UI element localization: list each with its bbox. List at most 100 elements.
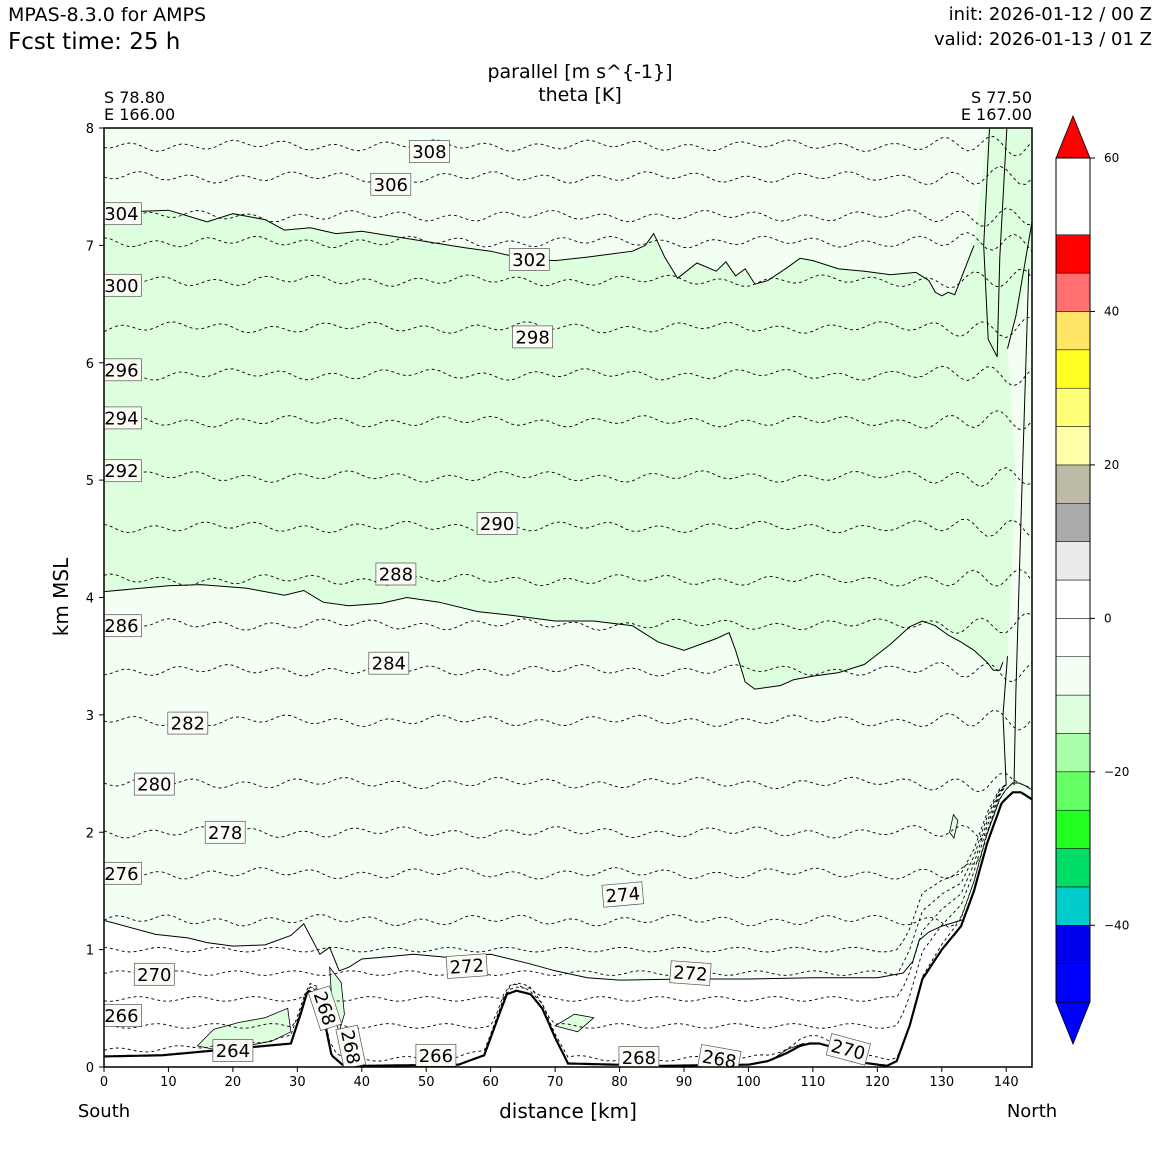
colorbar-band-10 xyxy=(1055,579,1091,619)
colorbar-band-1 xyxy=(1055,925,1091,964)
theta-label-268-26: 268 xyxy=(618,1046,660,1069)
theta-label-300-4: 300 xyxy=(104,273,142,297)
right-point-lon: E 167.00 xyxy=(961,105,1032,124)
south-label: South xyxy=(78,1101,130,1122)
y-tick-label: 1 xyxy=(86,944,94,959)
theta-label-text: 280 xyxy=(137,775,171,796)
theta-label-268-27: 268 xyxy=(697,1044,742,1073)
theta-label-272-18: 272 xyxy=(445,953,488,979)
theta-label-270-20: 270 xyxy=(133,962,175,986)
theta-label-text: 304 xyxy=(104,204,138,225)
theta-contour-268 xyxy=(104,784,1007,1002)
theta-label-284-12: 284 xyxy=(368,651,410,675)
theta-label-280-14: 280 xyxy=(133,772,175,796)
theta-label-272-19: 272 xyxy=(669,960,712,986)
parallel-contour-north-3 xyxy=(1007,221,1032,349)
theta-label-276-16: 276 xyxy=(104,861,142,885)
x-axis-ticks: 0 10 20 30 40 50 60 70 80 90 100 110 120 130 140 xyxy=(100,1067,1019,1090)
x-tick-label: 10 xyxy=(160,1075,177,1090)
x-tick-label: 140 xyxy=(994,1075,1019,1090)
parallel-contour-upper-boundary xyxy=(104,209,975,297)
x-tick-label: 20 xyxy=(225,1075,242,1090)
colorbar-band-14 xyxy=(1055,426,1091,466)
theta-label-292-8: 292 xyxy=(104,459,142,482)
x-tick-label: 70 xyxy=(547,1075,564,1090)
colorbar-band-16 xyxy=(1055,349,1091,389)
theta-label-text: 268 xyxy=(622,1048,656,1069)
colorbar-frame xyxy=(1055,157,1091,1003)
colorbar-band-8 xyxy=(1055,656,1091,696)
y-tick-label: 4 xyxy=(86,592,94,607)
theta-label-text: 302 xyxy=(512,250,546,271)
model-title: MPAS-8.3.0 for AMPS xyxy=(8,4,207,26)
theta-label-290-9: 290 xyxy=(476,512,518,535)
y-axis-label: km MSL xyxy=(49,557,73,636)
y-tick-label: 5 xyxy=(86,474,94,489)
theta-label-274-17: 274 xyxy=(601,881,645,908)
wind-patch-3 xyxy=(554,1013,595,1033)
theta-label-text: 264 xyxy=(216,1041,250,1062)
theta-label-text: 274 xyxy=(605,884,641,908)
x-tick-label: 40 xyxy=(354,1075,371,1090)
theta-label-text: 308 xyxy=(412,142,446,163)
theta-label-text: 300 xyxy=(104,276,138,297)
theta-label-286-11: 286 xyxy=(104,614,142,637)
colorbar-band-15 xyxy=(1055,387,1091,427)
theta-label-text: 294 xyxy=(104,408,138,429)
theta-label-text: 306 xyxy=(374,175,408,196)
y-tick-label: 7 xyxy=(86,239,94,254)
theta-label-296-6: 296 xyxy=(104,358,142,381)
colorbar-band-5 xyxy=(1055,771,1091,811)
colorbar-band-3 xyxy=(1055,848,1091,888)
parallel-contour-north-1 xyxy=(983,128,998,358)
colorbar-band-12 xyxy=(1055,503,1091,542)
theta-label-text: 266 xyxy=(104,1006,138,1027)
theta-label-text: 292 xyxy=(104,461,138,482)
x-axis-label: distance [km] xyxy=(499,1099,637,1123)
theta-label-text: 296 xyxy=(104,360,138,381)
colorbar-band-2 xyxy=(1055,886,1091,926)
terrain-outline xyxy=(104,791,1032,1067)
y-tick-label: 6 xyxy=(86,357,94,372)
init-time: init: 2026-01-12 / 00 Z xyxy=(948,4,1152,25)
x-tick-label: 0 xyxy=(100,1075,108,1090)
colorbar-band-0 xyxy=(1055,963,1091,1003)
x-tick-label: 30 xyxy=(289,1075,306,1090)
north-label: North xyxy=(1007,1101,1057,1122)
theta-label-text: 276 xyxy=(104,864,138,885)
theta-contour-272 xyxy=(104,784,1007,953)
theta-label-text: 268 xyxy=(700,1046,737,1073)
theta-label-298-5: 298 xyxy=(512,325,553,348)
y-tick-label: 8 xyxy=(86,122,94,137)
theta-contours xyxy=(104,135,1032,1062)
colorbar-band-6 xyxy=(1055,733,1091,773)
wind-band-fill xyxy=(104,128,1032,690)
theta-label-268-23: 268 xyxy=(335,1024,367,1067)
x-tick-label: 100 xyxy=(736,1075,761,1090)
colorbar-tick-label: 60 xyxy=(1104,151,1119,165)
colorbar-band-7 xyxy=(1055,694,1091,734)
right-point-lat: S 77.50 xyxy=(971,88,1032,107)
colorbar-band-13 xyxy=(1055,464,1091,504)
terrain-fill xyxy=(104,792,1032,1067)
theta-label-306-1: 306 xyxy=(370,172,412,196)
theta-label-text: 278 xyxy=(208,823,242,844)
theta-label-294-7: 294 xyxy=(104,406,142,429)
theta-label-text: 282 xyxy=(171,714,205,735)
x-tick-label: 50 xyxy=(418,1075,435,1090)
theta-label-264-24: 264 xyxy=(212,1039,254,1062)
colorbar-band-18 xyxy=(1055,272,1091,312)
theta-label-266-25: 266 xyxy=(415,1043,457,1067)
parallel-contour-north-2 xyxy=(996,128,1008,357)
theta-label-text: 266 xyxy=(419,1046,453,1067)
x-tick-label: 60 xyxy=(482,1075,499,1090)
theta-label-text: 298 xyxy=(515,327,549,348)
colorbar-band-19 xyxy=(1055,234,1091,274)
colorbar-over-triangle xyxy=(1055,114,1091,159)
theta-label-302-3: 302 xyxy=(508,248,550,271)
theta-label-text: 272 xyxy=(449,955,485,978)
parallel-contours xyxy=(104,128,1032,981)
valid-time: valid: 2026-01-13 / 01 Z xyxy=(934,29,1152,50)
